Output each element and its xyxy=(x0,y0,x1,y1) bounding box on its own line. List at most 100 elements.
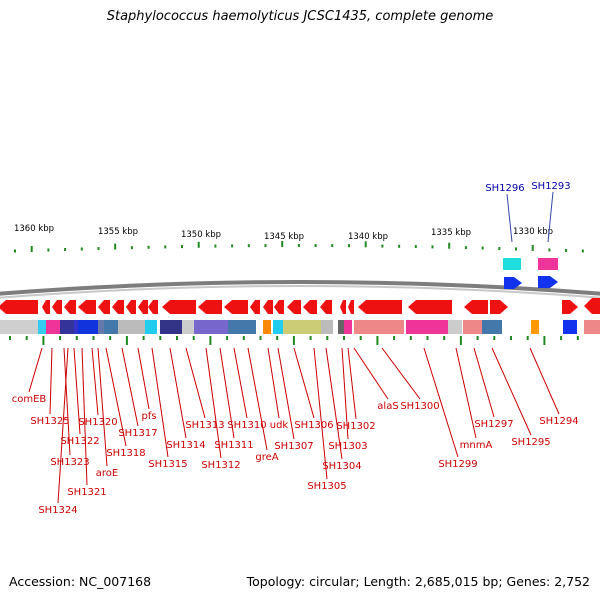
gene-arrow-forward xyxy=(303,300,317,314)
gene-label: comEB xyxy=(12,394,47,405)
gene-label: SH1324 xyxy=(38,505,77,516)
gene-block-reverse xyxy=(263,320,271,334)
gene-block-reverse xyxy=(74,320,78,334)
leader-line xyxy=(529,347,560,415)
genome-backbone xyxy=(0,280,600,296)
leader-line xyxy=(169,347,187,439)
gene-label: SH1322 xyxy=(60,436,99,447)
gene-arrow-forward xyxy=(408,300,452,314)
leader-line xyxy=(381,347,421,400)
gene-label: udk xyxy=(270,420,289,431)
leader-line xyxy=(347,347,357,420)
gene-label: SH1320 xyxy=(78,417,117,428)
gene-arrow-forward xyxy=(250,300,260,314)
scale-label: 1350 kbp xyxy=(181,230,221,240)
leader-line xyxy=(28,347,43,393)
scale-ticks xyxy=(9,241,584,345)
gene-label: SH1318 xyxy=(106,448,145,459)
gene-label: SH1296 xyxy=(485,183,524,194)
leader-line xyxy=(121,347,139,427)
scale-label: 1360 kbp xyxy=(14,224,54,234)
gene-arrow-forward xyxy=(348,300,354,314)
gene-label: SH1293 xyxy=(531,181,570,192)
gene-arrow-forward xyxy=(138,300,148,314)
gene-arrow-forward xyxy=(98,300,110,314)
leader-line xyxy=(267,347,280,419)
leader-line xyxy=(233,347,248,419)
gene-label: SH1295 xyxy=(511,437,550,448)
gene-block-reverse xyxy=(406,320,448,334)
gene-arrow-forward xyxy=(148,300,158,314)
leader-line xyxy=(353,347,389,400)
gene-block-reverse xyxy=(194,320,228,334)
gene-arrow-forward xyxy=(562,300,578,314)
scale-label: 1340 kbp xyxy=(348,232,388,242)
leader-line xyxy=(97,347,108,467)
gene-label: SH1321 xyxy=(67,487,106,498)
leader-line xyxy=(205,347,222,459)
scale-label: 1330 kbp xyxy=(513,227,553,237)
leader-line xyxy=(455,347,477,439)
rna-arrow xyxy=(538,276,558,288)
gene-arrow-forward xyxy=(320,300,332,314)
gene-block-reverse xyxy=(0,320,38,334)
gene-arrow-forward xyxy=(287,300,301,314)
gene-block-reverse xyxy=(321,320,333,334)
gene-label: SH1306 xyxy=(294,420,333,431)
gene-block-reverse xyxy=(145,320,157,334)
gene-block-reverse xyxy=(584,320,600,334)
leader-line xyxy=(63,347,71,456)
leader-line xyxy=(185,347,206,419)
gene-arrow-forward xyxy=(0,300,38,314)
gene-label: SH1314 xyxy=(166,440,205,451)
gene-block-reverse xyxy=(448,320,462,334)
gene-block-reverse xyxy=(60,320,74,334)
gene-block-reverse xyxy=(160,320,182,334)
gene-block-reverse xyxy=(98,320,104,334)
gene-labels: SH1296 SH1293 comEB SH1325 SH1323 SH1324 SH132… xyxy=(12,181,579,516)
gene-label: SH1302 xyxy=(336,421,375,432)
gene-label: SH1299 xyxy=(438,459,477,470)
scale-label: 1335 kbp xyxy=(431,228,471,238)
gene-label: SH1313 xyxy=(185,420,224,431)
leader-line xyxy=(81,347,88,486)
gene-block-reverse xyxy=(563,320,577,334)
gene-label: SH1312 xyxy=(201,460,240,471)
leader-line xyxy=(313,347,328,480)
gene-arrow-forward xyxy=(64,300,76,314)
gene-label: SH1310 xyxy=(227,420,266,431)
gene-block-reverse xyxy=(182,320,194,334)
gene-arrow-forward xyxy=(263,300,273,314)
leader-line xyxy=(423,347,459,458)
gene-block-reverse xyxy=(283,320,321,334)
gene-arrow-forward xyxy=(126,300,136,314)
leader-line xyxy=(105,347,127,447)
leader-line xyxy=(57,347,69,504)
scale-labels: 1360 kbp 1355 kbp 1350 kbp 1345 kbp 1340 kbp… xyxy=(14,224,553,242)
gene-arrow-forward xyxy=(464,300,488,314)
scale-label: 1355 kbp xyxy=(98,227,138,237)
gene-arrow-forward xyxy=(78,300,96,314)
gene-block-reverse xyxy=(38,320,46,334)
leader-line xyxy=(473,347,495,418)
gene-label: SH1323 xyxy=(50,457,89,468)
gene-arrow-forward xyxy=(42,300,50,314)
gene-label: SH1317 xyxy=(118,428,157,439)
gene-label: pfs xyxy=(141,411,156,422)
leader-line xyxy=(506,193,513,243)
gene-arrow-forward xyxy=(224,300,248,314)
gene-block-reverse xyxy=(354,320,404,334)
gene-arrow-forward xyxy=(198,300,222,314)
gene-block-reverse xyxy=(104,320,118,334)
gene-block-reverse xyxy=(531,320,539,334)
gene-block-reverse xyxy=(78,320,98,334)
gene-label: greA xyxy=(255,452,278,463)
gene-label: SH1300 xyxy=(400,401,439,412)
gene-arrow-forward xyxy=(490,300,508,314)
leader-line xyxy=(91,347,99,416)
gene-label: SH1305 xyxy=(307,481,346,492)
gene-label: SH1297 xyxy=(474,419,513,430)
gene-label: alaS xyxy=(377,401,398,412)
gene-arrow-forward xyxy=(340,300,346,314)
